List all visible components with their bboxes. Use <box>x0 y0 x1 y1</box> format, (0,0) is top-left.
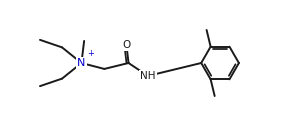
Text: O: O <box>122 40 131 50</box>
Text: N: N <box>77 58 86 68</box>
Text: +: + <box>87 49 94 58</box>
Text: NH: NH <box>140 71 156 81</box>
